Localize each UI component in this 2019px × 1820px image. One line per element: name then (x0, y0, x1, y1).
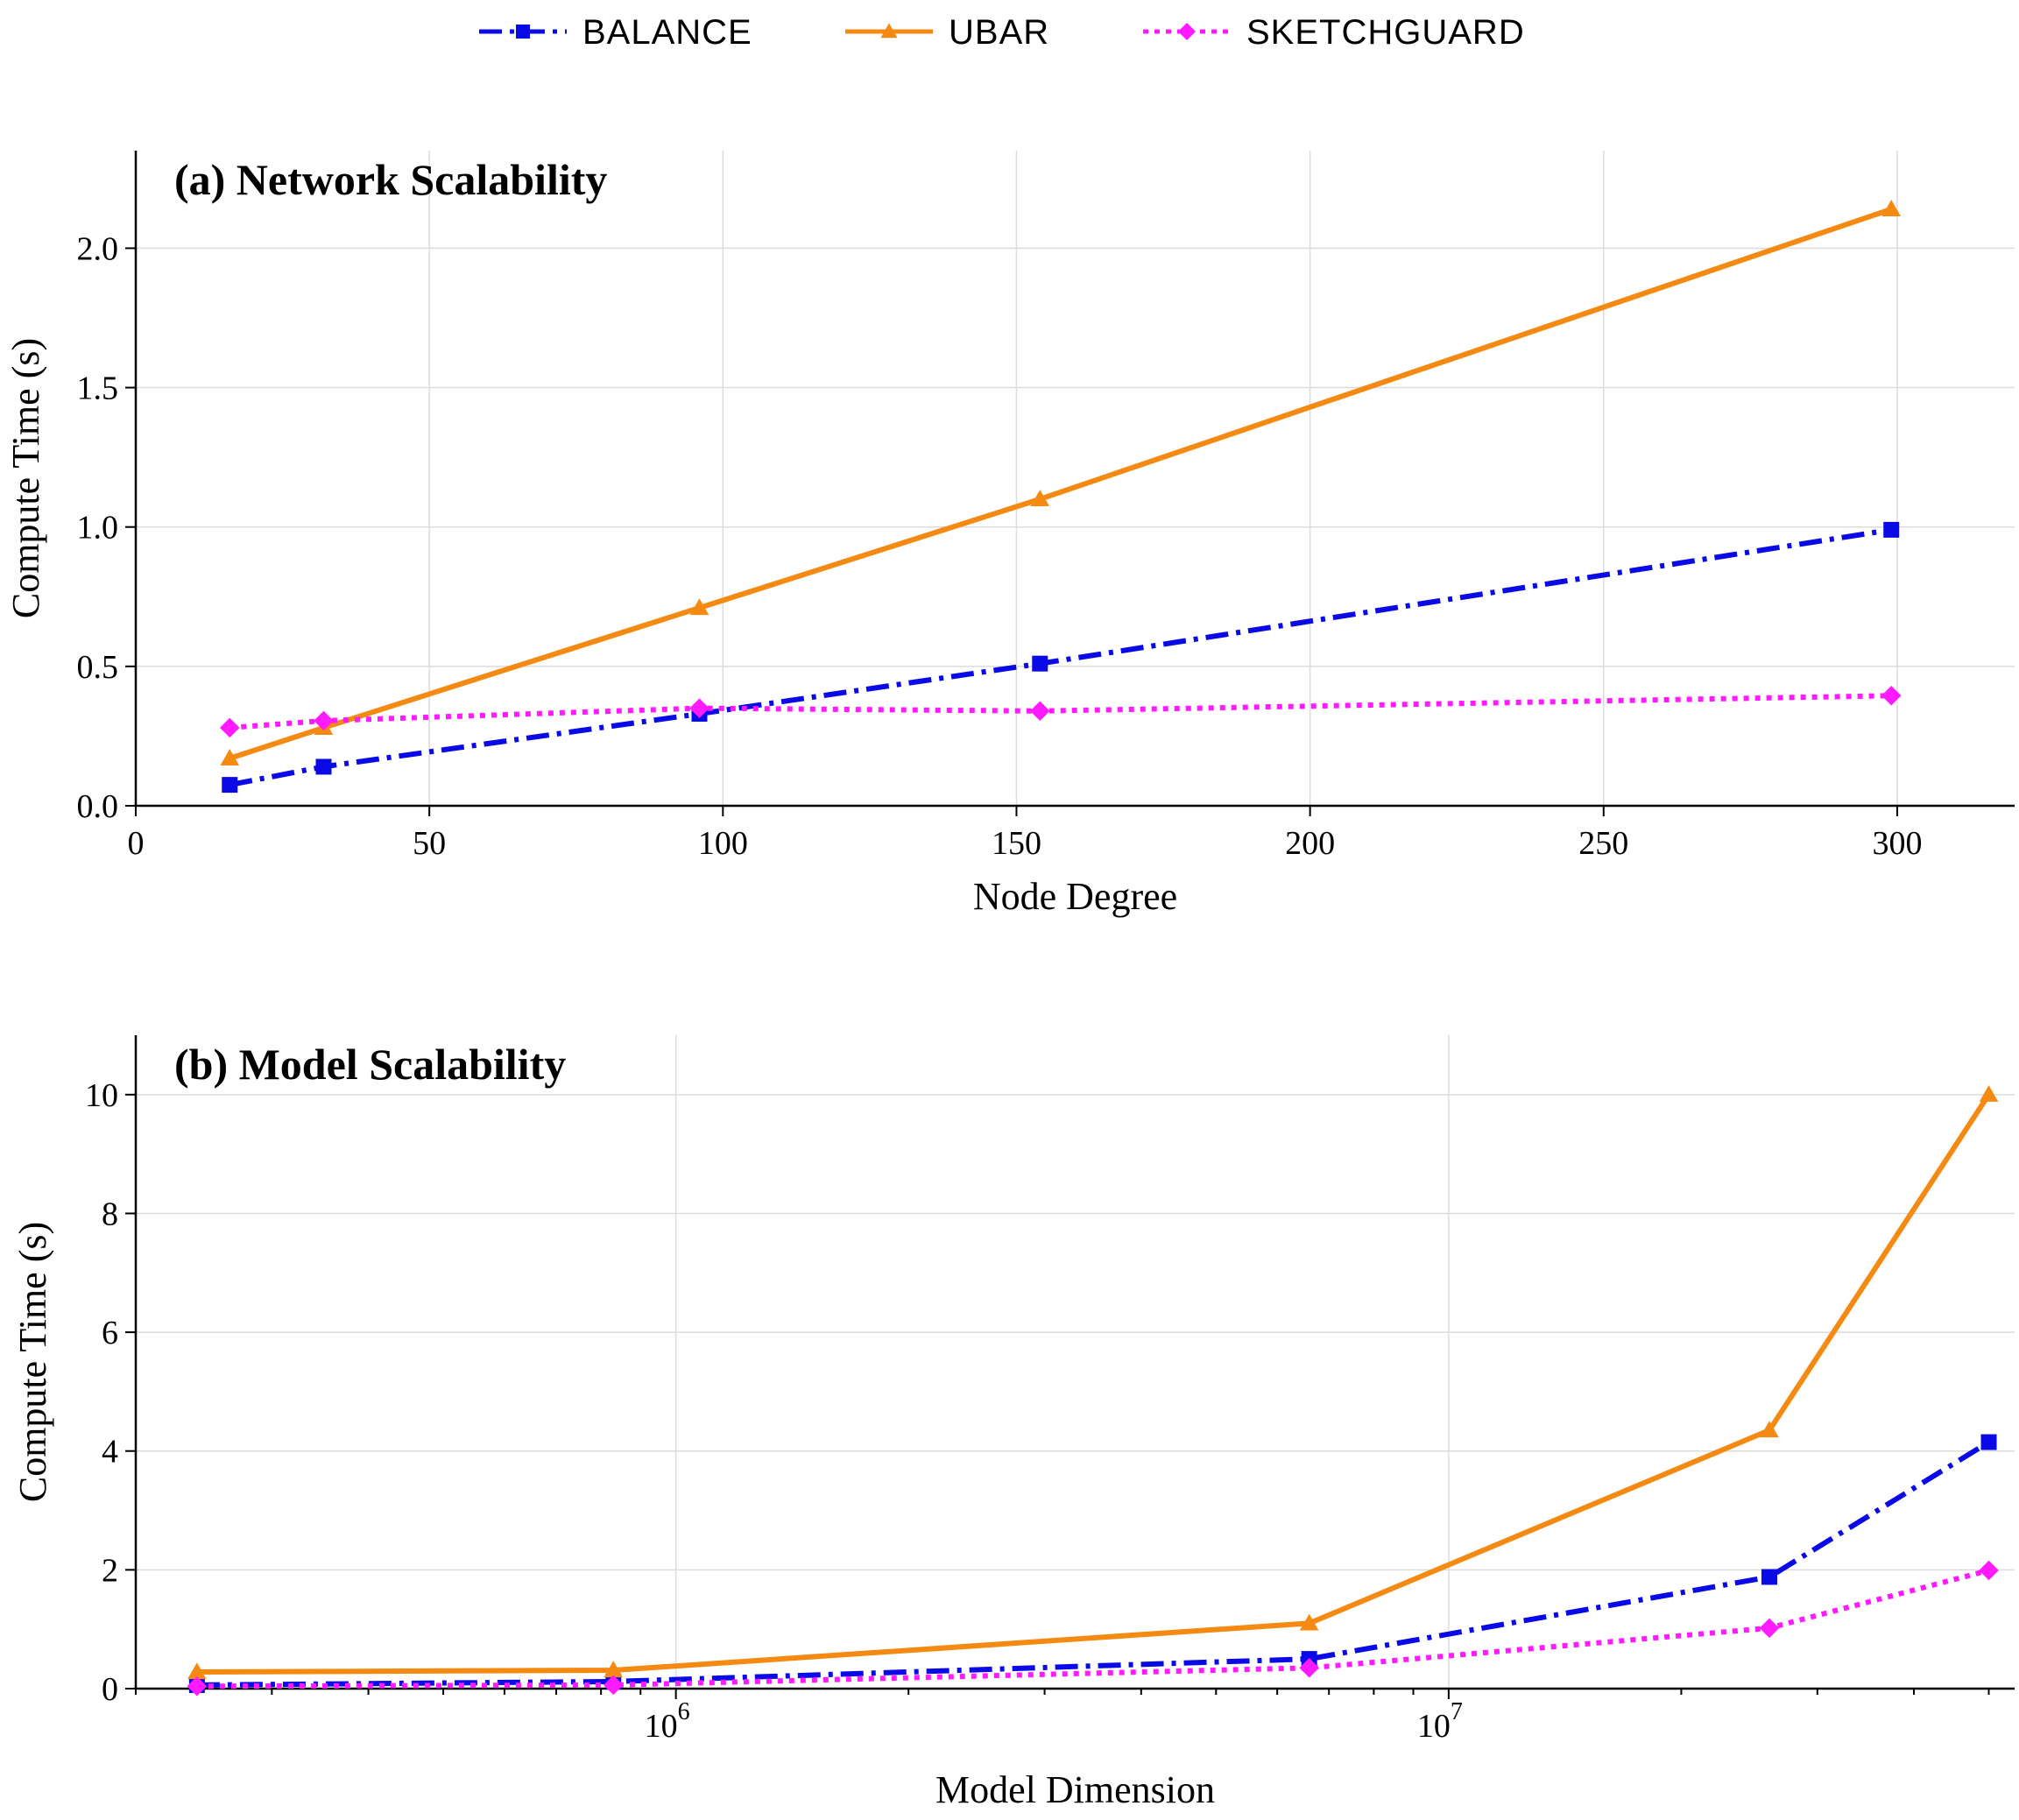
data-point (1881, 686, 1902, 706)
data-point (1299, 1658, 1319, 1678)
data-point (187, 1662, 207, 1680)
data-point (1883, 521, 1900, 538)
x-tick-label: 107 (1417, 1698, 1463, 1745)
series-sketchguard (220, 686, 1902, 738)
data-point (1299, 1613, 1319, 1631)
panel-title: (a) Network Scalability (174, 155, 607, 204)
data-point (1980, 1434, 1997, 1450)
y-tick-label: 0.0 (77, 788, 119, 825)
data-point (689, 698, 709, 718)
y-tick-label: 2.0 (77, 230, 119, 267)
x-tick-label: 200 (1285, 825, 1335, 862)
data-point (604, 1661, 624, 1678)
model-scalability-panel: 0 2 4 6 8 10 106 107 Model Dimension Compute Time… (11, 1035, 2015, 1811)
y-tick-label: 1.0 (77, 510, 119, 547)
x-tick-label: 150 (992, 825, 1041, 862)
series-ubar (220, 200, 1902, 765)
y-axis-label: Compute Time (s) (11, 1222, 54, 1502)
network-scalability-panel: 0.0 0.5 1.0 1.5 2.0 0 50 100 150 200 250 300 Node De… (4, 151, 2015, 918)
series-balance (188, 1434, 1997, 1693)
data-point (220, 749, 240, 765)
legend-label: SKETCHGUARD (1246, 13, 1525, 52)
series-ubar (187, 1085, 1999, 1680)
data-point (1979, 1560, 1999, 1581)
series-line (229, 206, 1893, 761)
series-sketchguard (187, 1560, 1999, 1697)
x-tick-label: 106 (645, 1698, 690, 1745)
legend-label: UBAR (949, 13, 1049, 52)
series-line (196, 1440, 1991, 1688)
x-tick-label: 0 (128, 825, 145, 862)
legend-item-sketchguard: SKETCHGUARD (1143, 13, 1525, 52)
legend-marker (1178, 23, 1196, 40)
y-tick-label: 4 (102, 1434, 118, 1471)
legend: BALANCE UBAR SKETCHGUARD (479, 13, 1525, 52)
x-axis-label: Model Dimension (935, 1768, 1215, 1811)
data-point (1032, 655, 1048, 672)
y-tick-label: 8 (102, 1196, 118, 1232)
series-balance (222, 521, 1900, 794)
data-point (1881, 200, 1902, 216)
legend-marker (880, 23, 898, 39)
y-tick-label: 1.5 (77, 370, 119, 407)
data-point (689, 598, 709, 616)
panel-title: (b) Model Scalability (174, 1040, 566, 1089)
data-point (315, 758, 332, 775)
data-point (604, 1675, 624, 1696)
data-point (220, 717, 240, 738)
series-line (229, 693, 1892, 730)
data-point (1030, 701, 1050, 722)
y-tick-label: 2 (102, 1552, 118, 1589)
data-point (1979, 1085, 1999, 1102)
x-tick-label: 250 (1578, 825, 1628, 862)
x-tick-label: 100 (698, 825, 748, 862)
y-tick-label: 6 (102, 1315, 118, 1351)
data-point (1030, 490, 1050, 506)
data-point (187, 1676, 208, 1697)
data-point (314, 710, 334, 731)
data-point (222, 777, 238, 794)
data-point (1760, 1421, 1779, 1438)
legend-item-balance: BALANCE (479, 13, 752, 52)
series-line (196, 1093, 1992, 1675)
legend-label: BALANCE (582, 13, 752, 52)
y-tick-label: 0 (102, 1671, 118, 1708)
data-point (1759, 1618, 1780, 1639)
x-tick-label: 300 (1872, 825, 1922, 862)
series-line (229, 526, 1892, 788)
series-line (196, 1568, 1990, 1689)
y-tick-label: 10 (85, 1077, 118, 1114)
x-axis-label: Node Degree (973, 875, 1177, 918)
y-axis-label: Compute Time (s) (4, 338, 47, 618)
x-tick-label: 50 (413, 825, 446, 862)
legend-item-ubar: UBAR (845, 13, 1049, 52)
data-point (1761, 1569, 1777, 1585)
y-tick-label: 0.5 (77, 649, 119, 686)
legend-marker (516, 25, 530, 39)
